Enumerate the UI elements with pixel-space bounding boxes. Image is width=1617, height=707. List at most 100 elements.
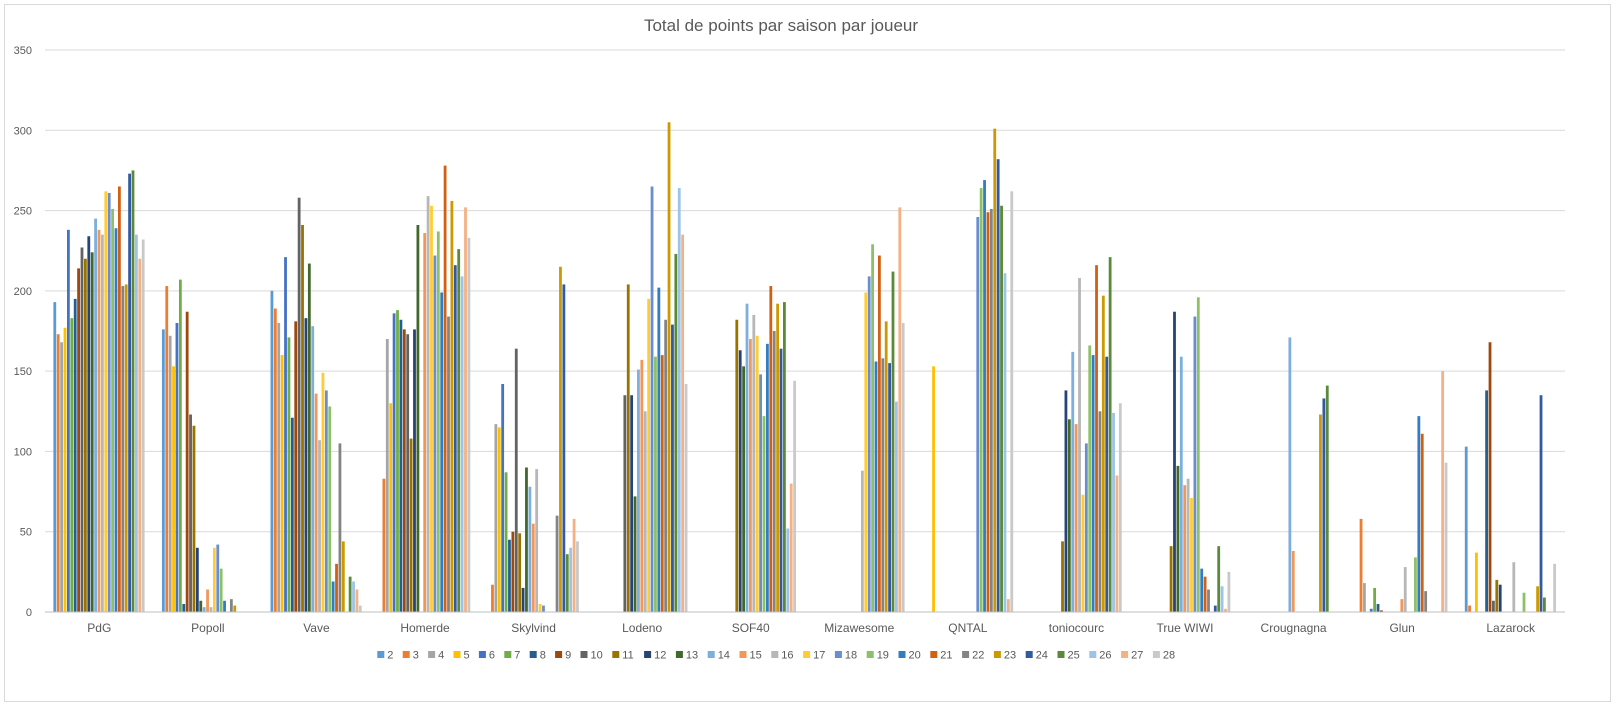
y-tick-label: 300: [14, 125, 32, 137]
bar-glun-series-28: [1444, 462, 1448, 612]
bar-glun-series-6: [1369, 608, 1373, 612]
bar-glun-series-3: [1359, 518, 1363, 612]
bar-lazarock-series-28: [1553, 563, 1557, 612]
legend-item-11: 11: [612, 650, 634, 662]
bar-popoll-series-4: [168, 335, 172, 612]
bar-homerde-series-25: [457, 249, 461, 613]
legend-swatch: [644, 651, 652, 658]
bar-mizawesome-series-24: [888, 363, 891, 612]
bar-homerde-series-9: [402, 329, 406, 612]
legend-swatch: [675, 651, 683, 658]
bar-popoll-series-14: [202, 607, 206, 612]
legend-item-23: 23: [993, 650, 1016, 662]
legend-label: 13: [686, 650, 698, 662]
bar-pdg-series-7: [70, 318, 74, 612]
bar-vave-series-16: [318, 440, 321, 612]
x-tick-label: Popoll: [191, 621, 224, 635]
bar-lazarock-series-11: [1495, 579, 1499, 612]
bar-skylvind-series-17: [538, 603, 542, 612]
legend-swatch: [529, 651, 537, 658]
bar-skylvind-series-23: [559, 266, 562, 612]
bar-qntal-series-20: [983, 180, 986, 612]
legend-item-20: 20: [898, 650, 921, 662]
legend-item-16: 16: [771, 650, 794, 662]
bar-pdg-series-8: [73, 298, 77, 612]
chart-frame: Total de points par saison par joueur 0 5…: [4, 4, 1611, 702]
bar-true-wiwi-series-27: [1224, 608, 1227, 612]
bar-mizawesome-series-22: [881, 358, 885, 612]
bar-popoll-series-15: [206, 589, 209, 612]
bar-pdg-series-6: [66, 229, 70, 612]
bar-toniocourc-series-20: [1091, 355, 1095, 612]
bar-toniocourc-series-22: [1098, 411, 1102, 612]
bar-lodeno-series-19: [654, 356, 657, 612]
bar-homerde-series-26: [460, 276, 464, 612]
legend-item-25: 25: [1057, 650, 1080, 662]
x-tick-label: SOF40: [732, 621, 770, 635]
legend-item-27: 27: [1121, 650, 1143, 662]
chart-title: Total de points par saison par joueur: [644, 16, 918, 35]
x-tick-label: QNTAL: [948, 621, 987, 635]
bar-pdg-series-18: [107, 192, 111, 612]
bar-skylvind-series-12: [521, 587, 525, 612]
bar-lodeno-series-12: [630, 395, 634, 612]
bar-lodeno-series-23: [667, 122, 671, 612]
bar-sof40-series-18: [759, 374, 763, 612]
legend-label: 6: [489, 650, 495, 662]
x-tick-label: Mizawesome: [824, 621, 894, 635]
bar-lodeno-series-21: [660, 355, 664, 612]
bar-popoll-series-20: [223, 600, 226, 612]
legend-swatch: [428, 651, 436, 658]
bar-vave-series-11: [301, 225, 304, 612]
legend-swatch: [993, 651, 1001, 658]
bar-sof40-series-23: [776, 303, 780, 612]
bar-toniocourc-series-16: [1078, 278, 1081, 612]
bar-glun-series-27: [1441, 371, 1445, 612]
bar-popoll-series-17: [212, 547, 216, 612]
legend-swatch: [1025, 651, 1033, 658]
bar-true-wiwi-series-19: [1196, 297, 1200, 612]
bar-popoll-series-6: [175, 322, 179, 612]
bar-popoll-series-9: [185, 311, 189, 612]
bar-sof40-series-14: [745, 303, 749, 612]
legend-item-7: 7: [504, 650, 520, 662]
bar-pdg-series-28: [141, 239, 145, 612]
legend-item-14: 14: [707, 650, 730, 662]
bar-glun-series-19: [1414, 557, 1417, 612]
bar-mizawesome-series-18: [867, 276, 871, 612]
bar-lazarock-series-10: [1492, 600, 1495, 612]
y-tick-label: 250: [14, 206, 32, 218]
bar-vave-series-22: [338, 443, 342, 612]
bar-mizawesome-series-28: [901, 322, 905, 612]
bar-vave-series-28: [358, 605, 362, 612]
bar-sof40-series-12: [738, 350, 742, 612]
legend-label: 19: [877, 650, 889, 662]
legend-label: 22: [972, 650, 984, 662]
bar-homerde-series-22: [447, 316, 450, 612]
bar-qntal-series-22: [989, 208, 993, 612]
bar-glun-series-21: [1420, 433, 1424, 612]
legend-item-6: 6: [478, 650, 495, 662]
legend-item-28: 28: [1152, 650, 1175, 662]
y-tick-label: 0: [26, 607, 32, 619]
bar-homerde-series-5: [389, 403, 393, 612]
bar-lodeno-series-10: [623, 395, 627, 612]
bar-skylvind-series-22: [555, 515, 559, 612]
bar-skylvind-series-28: [576, 541, 579, 612]
bar-toniocourc-series-26: [1112, 412, 1115, 612]
bar-true-wiwi-series-25: [1217, 546, 1221, 612]
bar-lazarock-series-19: [1522, 592, 1526, 612]
legend-label: 24: [1036, 650, 1048, 662]
bar-popoll-series-7: [178, 279, 182, 612]
bar-homerde-series-18: [433, 255, 437, 612]
bar-vave-series-10: [297, 197, 301, 613]
bar-true-wiwi-series-26: [1220, 586, 1224, 612]
legend-label: 23: [1004, 650, 1016, 662]
bar-sof40-series-27: [789, 483, 793, 612]
bar-true-wiwi-series-18: [1193, 316, 1197, 612]
bar-homerde-series-23: [450, 200, 454, 612]
bar-toniocourc-series-14: [1071, 351, 1075, 612]
bar-mizawesome-series-20: [874, 361, 878, 612]
bar-sof40-series-25: [783, 302, 786, 612]
bar-vave-series-4: [277, 322, 281, 612]
